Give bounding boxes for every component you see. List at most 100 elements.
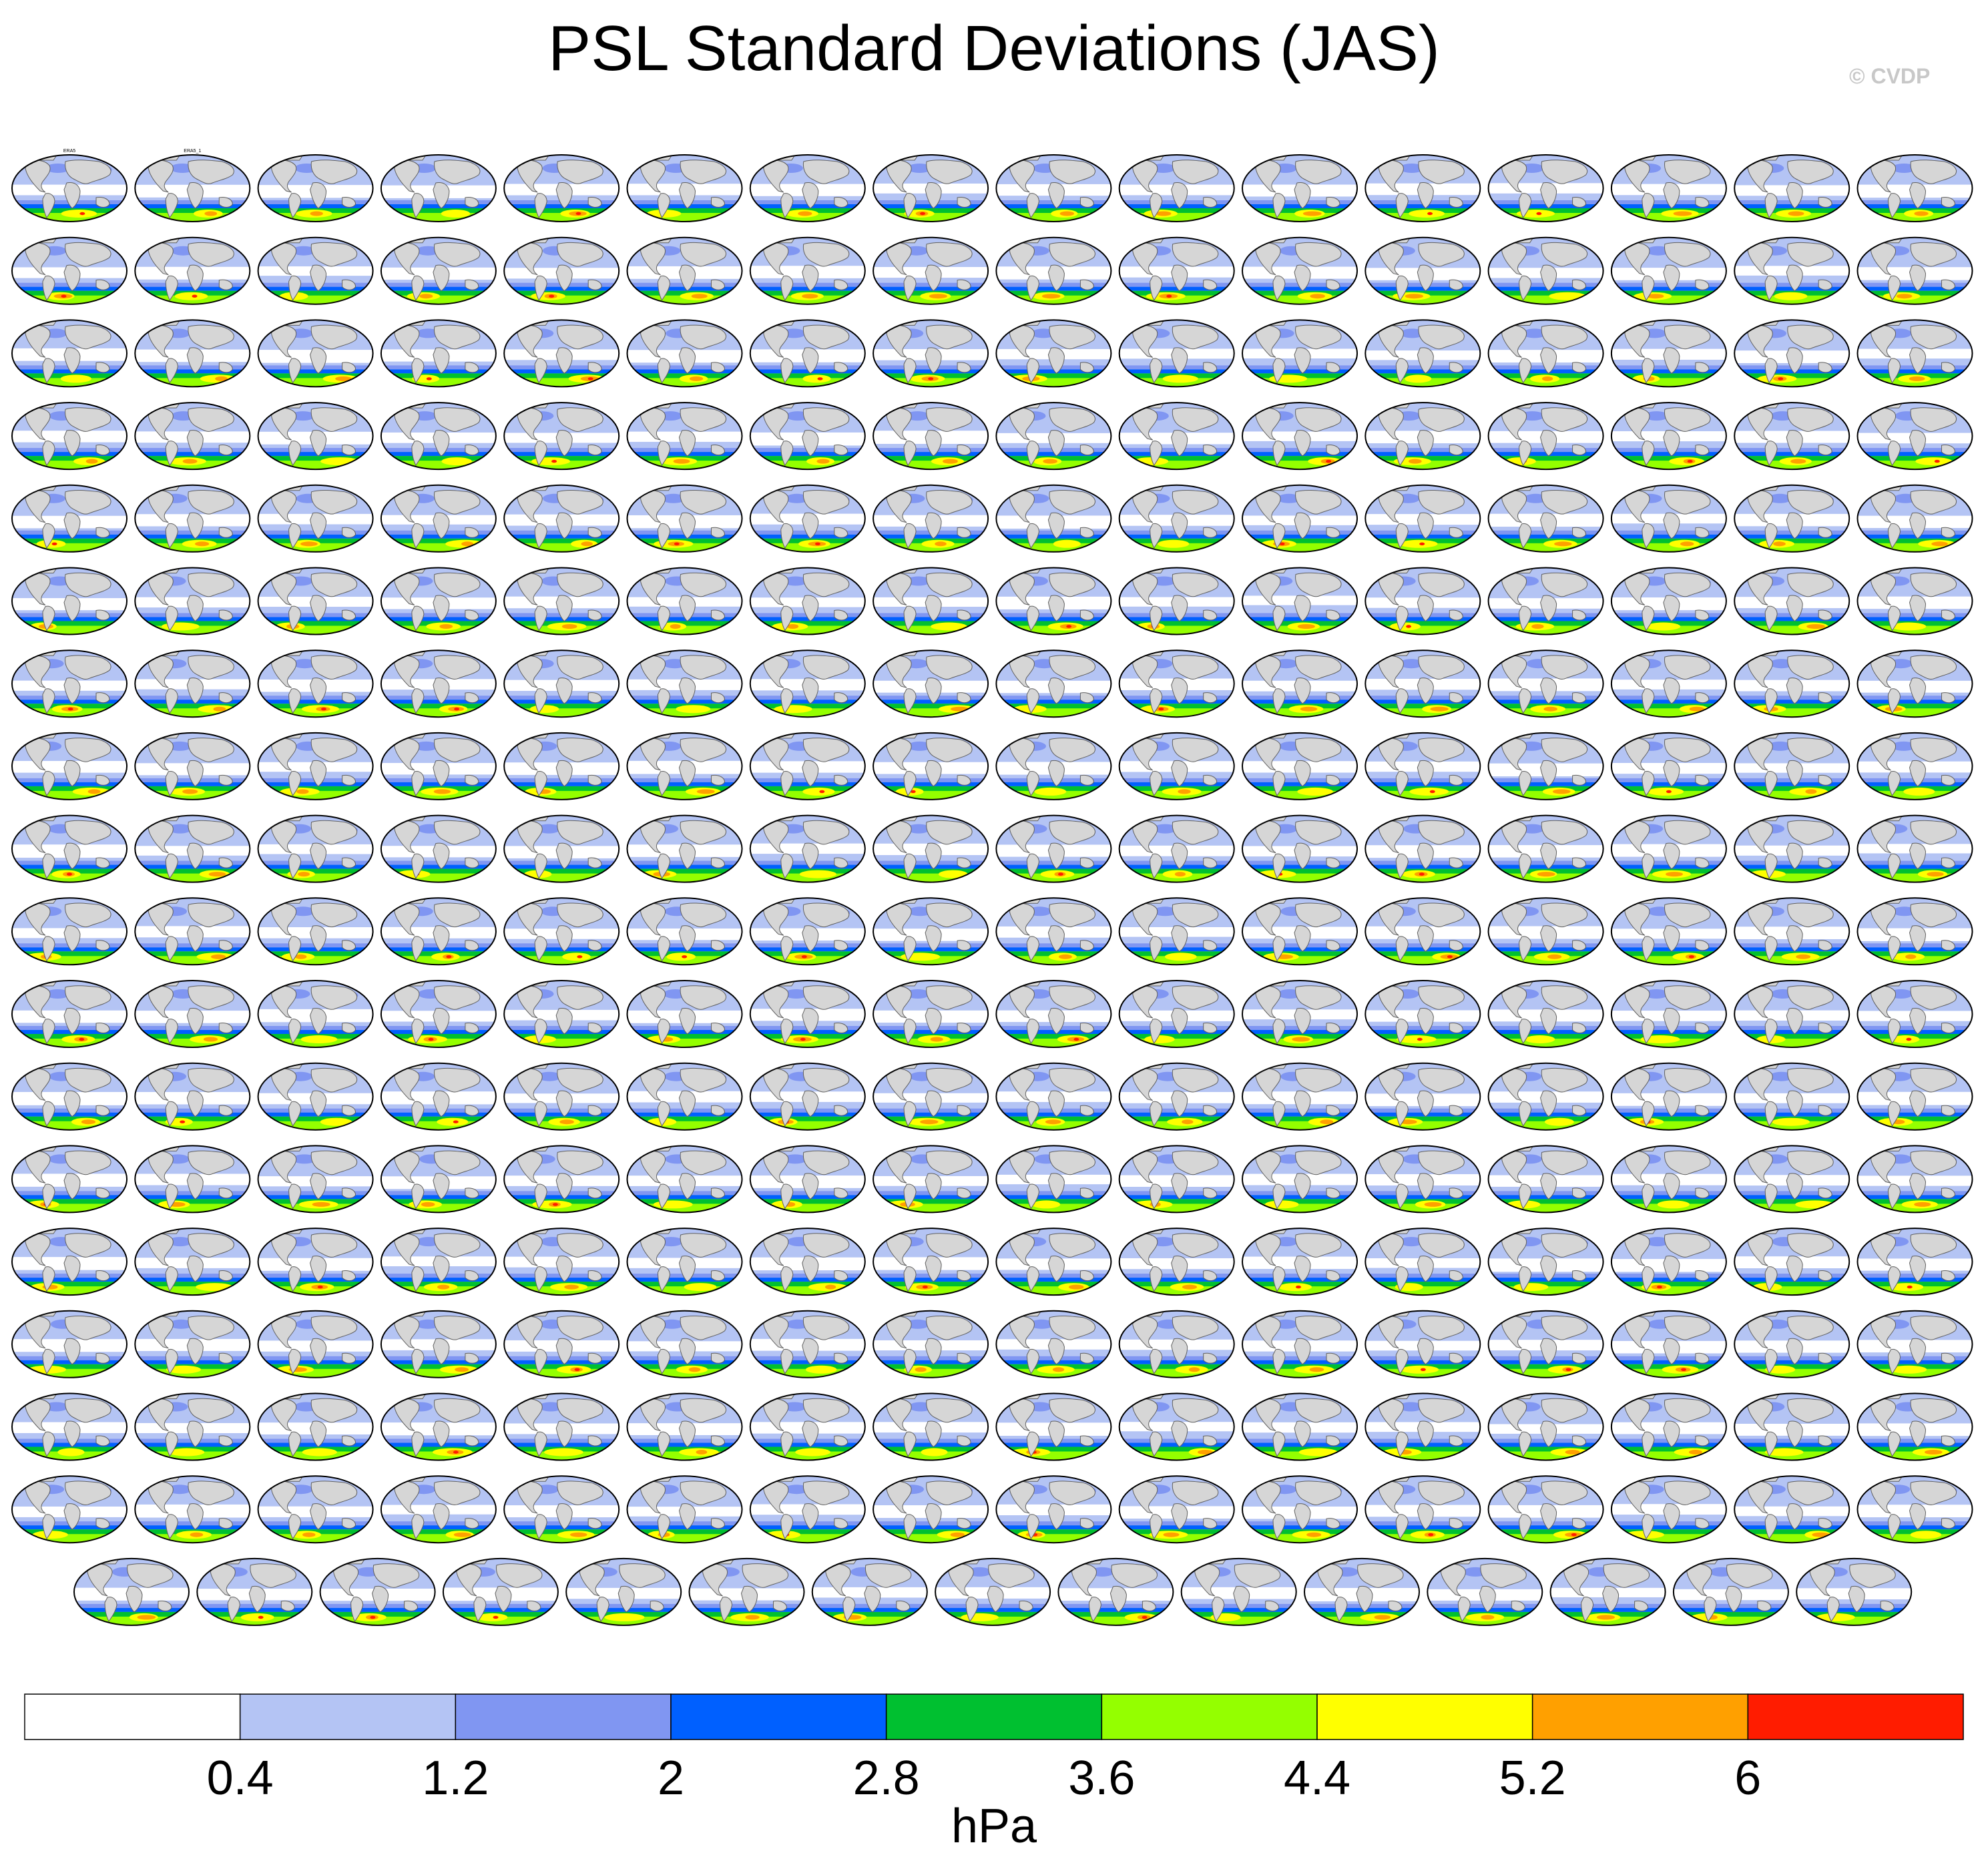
map-panel: [1242, 649, 1358, 718]
map-panel: [995, 897, 1112, 966]
map-panel: [1242, 236, 1358, 305]
map-panel: [811, 1557, 928, 1626]
map-panel: [1118, 154, 1235, 222]
map-panel: [749, 402, 866, 471]
map-panel: [626, 1228, 743, 1296]
map-panel: [873, 1062, 989, 1131]
map-panel: [1856, 980, 1973, 1048]
map-panel: [257, 236, 374, 305]
map-panel: [1610, 319, 1727, 388]
map-panel: [749, 732, 866, 800]
map-panel: [11, 649, 128, 718]
map-panel: [1487, 236, 1604, 305]
map-panel: [503, 567, 620, 635]
map-panel: [1487, 1228, 1604, 1296]
map-panel: [134, 319, 251, 388]
map-panel: [749, 814, 866, 883]
colorbar-tick-label: 0.4: [207, 1752, 274, 1805]
map-panel: [380, 1228, 497, 1296]
colorbar-tick-label: 5.2: [1499, 1752, 1566, 1805]
map-panel: [749, 484, 866, 553]
map-panel: [257, 1392, 374, 1461]
map-panel: [1734, 897, 1850, 966]
map-panel: [11, 1228, 128, 1296]
map-panel: [626, 649, 743, 718]
map-panel: [1734, 1392, 1850, 1461]
map-panel: [1672, 1557, 1789, 1626]
cvdp-credit: © CVDP: [1849, 64, 1931, 88]
map-panel: [995, 484, 1112, 553]
map-panel: [257, 1062, 374, 1131]
map-panel: [257, 1145, 374, 1214]
map-panel: [1242, 814, 1358, 883]
map-panel: [1856, 1228, 1973, 1296]
map-panel: [11, 484, 128, 553]
map-panel: [1242, 897, 1358, 966]
map-panel: [1487, 980, 1604, 1048]
map-panel: [134, 402, 251, 471]
map-panel: [257, 814, 374, 883]
map-panel: [749, 897, 866, 966]
map-panel: [749, 1310, 866, 1378]
map-panel: [319, 1557, 436, 1626]
map-panel: [749, 1475, 866, 1544]
map-panel: [11, 236, 128, 305]
map-panel: [1487, 732, 1604, 800]
map-panel: [995, 814, 1112, 883]
map-panel: [11, 402, 128, 471]
map-panel: [503, 236, 620, 305]
map-panel: [1856, 402, 1973, 471]
colorbar-tick-label: 3.6: [1068, 1752, 1135, 1805]
map-panel: [11, 1310, 128, 1378]
map-panel: [1856, 732, 1973, 800]
map-panel: [1856, 1310, 1973, 1378]
map-panel: [626, 732, 743, 800]
map-panel: [1487, 1062, 1604, 1131]
map-panel: [1487, 649, 1604, 718]
map-panel: [873, 484, 989, 553]
map-panel: [1734, 1310, 1850, 1378]
colorbar-swatch-2: [455, 1693, 672, 1740]
map-panel: [1487, 154, 1604, 222]
map-panel: [134, 1228, 251, 1296]
map-panel: [1734, 154, 1850, 222]
map-panel: [1364, 1228, 1481, 1296]
colorbar-swatch-3: [670, 1693, 887, 1740]
map-panel: [1610, 402, 1727, 471]
map-panel: [1118, 319, 1235, 388]
map-panel: [503, 402, 620, 471]
map-panel: [257, 154, 374, 222]
panel-label: ERA5: [63, 149, 75, 154]
map-panel: [503, 1475, 620, 1544]
map-panel: [873, 814, 989, 883]
map-panel: [380, 484, 497, 553]
map-panel: [1734, 236, 1850, 305]
map-panel: [1734, 319, 1850, 388]
map-panel: [1610, 1392, 1727, 1461]
map-panel: [503, 1228, 620, 1296]
colorbar-tick-label: 6: [1734, 1752, 1761, 1805]
map-panel: [1610, 1310, 1727, 1378]
map-panel: [1487, 567, 1604, 635]
map-panel: [134, 1310, 251, 1378]
map-panel: [11, 319, 128, 388]
map-panel: [134, 649, 251, 718]
map-panel: [1180, 1557, 1297, 1626]
map-panel: [380, 402, 497, 471]
map-panel: [873, 980, 989, 1048]
map-panel: [1118, 1475, 1235, 1544]
map-panel: [1487, 1392, 1604, 1461]
map-panel: [1734, 484, 1850, 553]
map-panel: [503, 1145, 620, 1214]
map-panel: [1856, 567, 1973, 635]
map-panel: [380, 1475, 497, 1544]
map-panel: [1118, 402, 1235, 471]
map-panel-grid: ERA5 ERA5_1: [11, 149, 1973, 1626]
map-panel: [1118, 1062, 1235, 1131]
map-panel: [995, 1392, 1112, 1461]
map-panel: [995, 1145, 1112, 1214]
chart-title: PSL Standard Deviations (JAS): [548, 13, 1440, 84]
map-panel: [257, 567, 374, 635]
map-panel: [873, 402, 989, 471]
